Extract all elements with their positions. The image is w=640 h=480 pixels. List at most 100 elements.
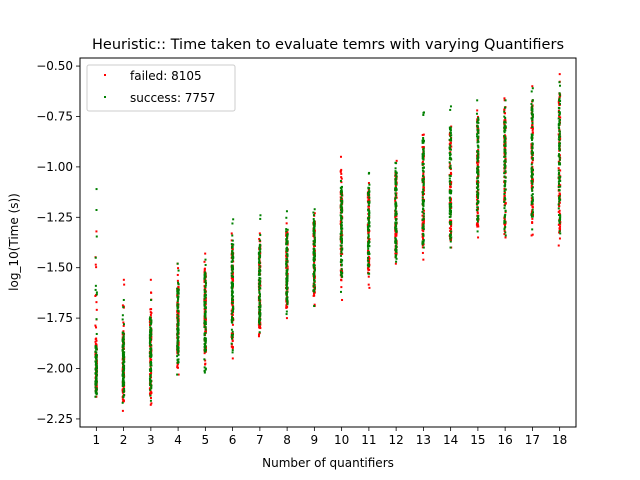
data-point [449,171,452,174]
data-point [150,386,153,389]
data-point [204,279,207,282]
data-point [203,288,206,291]
data-point [557,223,560,226]
data-point [449,208,452,211]
data-point [123,389,126,392]
data-point [232,243,235,246]
data-point [176,340,179,343]
data-point [340,221,343,224]
data-point [448,177,451,180]
data-point [558,94,561,97]
data-point [421,155,424,158]
data-point [95,332,98,335]
data-point [203,371,206,374]
data-point [286,265,289,268]
data-point [203,358,206,361]
data-point [258,262,261,265]
data-point [531,181,534,184]
data-point [422,166,425,169]
data-point [421,240,424,243]
data-point [312,249,315,252]
data-point [122,278,125,281]
data-point [258,265,261,268]
data-point [231,285,234,288]
data-point [177,373,180,376]
data-point [367,236,370,239]
data-point [476,158,479,161]
data-point [285,222,288,225]
data-point [286,303,289,306]
data-point [476,198,479,201]
data-point [177,298,180,301]
data-point [257,279,260,282]
data-point [368,216,371,219]
data-point [421,160,424,163]
data-point [421,218,424,221]
data-point [177,269,180,272]
data-point [204,326,207,329]
x-tick-label: 14 [443,433,458,447]
data-point [94,345,97,348]
column-x-1 [94,188,98,398]
legend-marker-failed [104,74,106,76]
series-success [94,81,562,404]
data-point [230,312,233,315]
data-point [366,256,369,259]
data-point [367,275,370,278]
data-point [313,286,316,289]
data-point [286,290,289,293]
data-point [203,366,206,369]
data-point [231,291,234,294]
data-point [476,171,479,174]
data-point [257,321,260,324]
data-point [204,341,207,344]
data-point [366,244,369,247]
data-point [531,105,534,108]
data-point [367,209,370,212]
data-point [476,150,479,153]
data-point [339,214,342,217]
data-point [122,338,125,341]
data-point [504,159,507,162]
data-point [204,321,207,324]
data-point [150,384,153,387]
data-point [149,311,152,314]
data-point [259,282,262,285]
data-point [339,238,342,241]
data-point [504,236,507,239]
data-point [259,325,262,328]
data-point [504,164,507,167]
data-point [313,212,316,215]
data-point [148,377,151,380]
data-point [150,330,153,333]
data-point [340,238,343,241]
data-point [285,306,288,309]
data-point [449,129,452,132]
data-point [477,201,480,204]
data-point [531,115,534,118]
data-point [149,338,152,341]
data-point [504,211,507,214]
data-point [476,154,479,157]
data-point [557,167,560,170]
data-point [422,188,425,191]
column-x-8 [285,210,289,316]
data-point [204,263,207,266]
data-point [503,219,506,222]
data-point [313,239,316,242]
data-point [477,175,480,178]
data-point [230,243,233,246]
data-point [313,245,316,248]
data-point [258,323,261,326]
data-point [204,316,207,319]
data-point [313,254,316,257]
data-point [285,238,288,241]
data-point [558,146,561,149]
data-point [203,291,206,293]
data-point [122,373,125,376]
data-point [477,121,480,124]
data-point [286,274,289,277]
data-point [341,199,344,202]
data-point [476,169,479,172]
data-point [177,310,180,313]
